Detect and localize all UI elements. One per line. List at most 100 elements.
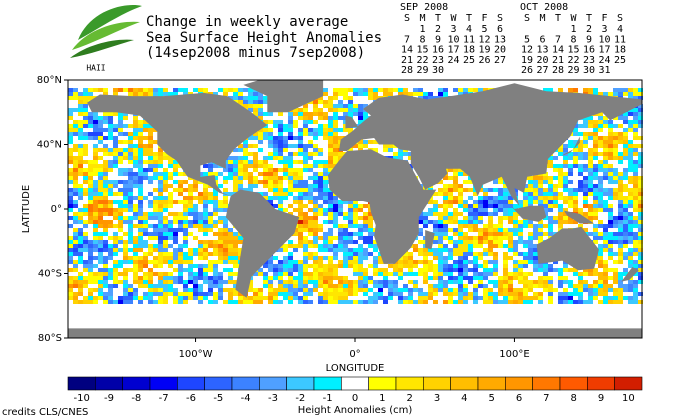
anomaly-cell — [623, 208, 628, 212]
anomaly-cell — [298, 260, 303, 264]
anomaly-cell — [593, 212, 598, 216]
anomaly-cell — [128, 164, 133, 168]
anomaly-cell — [263, 272, 268, 276]
anomaly-cell — [98, 256, 103, 260]
anomaly-cell — [73, 204, 78, 208]
anomaly-cell — [533, 180, 538, 184]
anomaly-cell — [628, 220, 633, 224]
anomaly-cell — [248, 184, 253, 188]
anomaly-cell — [593, 184, 598, 188]
anomaly-cell — [68, 252, 73, 256]
anomaly-cell — [598, 136, 603, 140]
anomaly-cell — [288, 144, 293, 148]
anomaly-cell — [263, 176, 268, 180]
anomaly-cell — [473, 236, 478, 240]
anomaly-cell — [288, 136, 293, 140]
anomaly-cell — [438, 188, 443, 192]
anomaly-cell — [228, 280, 233, 284]
anomaly-cell — [223, 260, 228, 264]
anomaly-cell — [433, 272, 438, 276]
anomaly-cell — [243, 172, 248, 176]
anomaly-cell — [448, 256, 453, 260]
anomaly-cell — [323, 188, 328, 192]
anomaly-cell — [293, 192, 298, 196]
anomaly-cell — [98, 248, 103, 252]
anomaly-cell — [398, 92, 403, 96]
anomaly-cell — [153, 244, 158, 248]
anomaly-cell — [633, 188, 638, 192]
anomaly-cell — [638, 96, 643, 100]
anomaly-cell — [233, 272, 238, 276]
anomaly-cell — [623, 152, 628, 156]
anomaly-cell — [98, 208, 103, 212]
anomaly-cell — [118, 280, 123, 284]
anomaly-cell — [433, 204, 438, 208]
anomaly-cell — [198, 264, 203, 268]
anomaly-cell — [493, 236, 498, 240]
anomaly-cell — [218, 280, 223, 284]
anomaly-cell — [143, 260, 148, 264]
anomaly-cell — [398, 148, 403, 152]
anomaly-cell — [583, 152, 588, 156]
anomaly-cell — [108, 156, 113, 160]
anomaly-cell — [173, 284, 178, 288]
anomaly-cell — [628, 96, 633, 100]
anomaly-cell — [598, 184, 603, 188]
anomaly-cell — [153, 268, 158, 272]
anomaly-cell — [363, 92, 368, 96]
anomaly-cell — [348, 256, 353, 260]
anomaly-cell — [563, 180, 568, 184]
anomaly-cell — [263, 168, 268, 172]
anomaly-cell — [583, 136, 588, 140]
anomaly-cell — [603, 260, 608, 264]
anomaly-cell — [638, 124, 643, 128]
anomaly-cell — [518, 200, 523, 204]
anomaly-cell — [363, 224, 368, 228]
anomaly-cell — [148, 224, 153, 228]
anomaly-cell — [328, 220, 333, 224]
anomaly-cell — [158, 164, 163, 168]
anomaly-cell — [598, 148, 603, 152]
anomaly-cell — [203, 256, 208, 260]
anomaly-cell — [158, 156, 163, 160]
anomaly-cell — [308, 176, 313, 180]
anomaly-cell — [283, 268, 288, 272]
anomaly-cell — [88, 188, 93, 192]
anomaly-cell — [163, 252, 168, 256]
anomaly-cell — [138, 128, 143, 132]
anomaly-cell — [533, 192, 538, 196]
anomaly-cell — [453, 192, 458, 196]
anomaly-cell — [173, 252, 178, 256]
anomaly-cell — [313, 152, 318, 156]
anomaly-cell — [523, 200, 528, 204]
anomaly-cell — [618, 236, 623, 240]
anomaly-cell — [268, 120, 273, 124]
anomaly-cell — [563, 264, 568, 268]
anomaly-cell — [158, 232, 163, 236]
anomaly-cell — [328, 268, 333, 272]
anomaly-cell — [298, 184, 303, 188]
anomaly-cell — [563, 164, 568, 168]
anomaly-cell — [123, 272, 128, 276]
anomaly-cell — [233, 184, 238, 188]
anomaly-cell — [463, 248, 468, 252]
anomaly-cell — [313, 252, 318, 256]
anomaly-cell — [118, 220, 123, 224]
anomaly-cell — [323, 280, 328, 284]
anomaly-cell — [203, 248, 208, 252]
anomaly-cell — [333, 144, 338, 148]
anomaly-cell — [208, 240, 213, 244]
anomaly-cell — [288, 112, 293, 116]
anomaly-cell — [358, 244, 363, 248]
anomaly-cell — [328, 228, 333, 232]
anomaly-cell — [563, 88, 568, 92]
anomaly-cell — [178, 200, 183, 204]
anomaly-cell — [548, 220, 553, 224]
anomaly-cell — [303, 224, 308, 228]
anomaly-cell — [298, 160, 303, 164]
anomaly-cell — [528, 220, 533, 224]
anomaly-cell — [278, 148, 283, 152]
anomaly-cell — [523, 280, 528, 284]
anomaly-cell — [103, 236, 108, 240]
anomaly-cell — [103, 264, 108, 268]
